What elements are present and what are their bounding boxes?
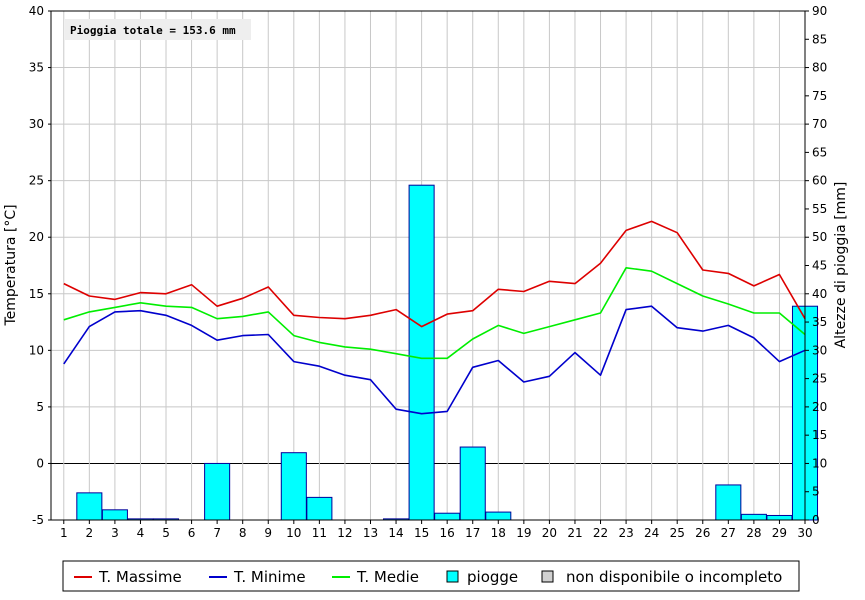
y-right-tick-label: 0 <box>812 513 820 527</box>
y-right-tick-label: 85 <box>812 32 827 46</box>
y-right-tick-label: 40 <box>812 287 827 301</box>
y-right-tick-label: 65 <box>812 145 827 159</box>
legend-swatch-not-available <box>541 570 554 583</box>
x-tick-label: 10 <box>286 526 301 540</box>
legend-item-mean: T. Medie <box>332 568 419 586</box>
legend-label-min: T. Minime <box>233 568 306 586</box>
y-right-axis-title: Altezze di pioggia [mm] <box>833 182 849 349</box>
x-tick-label: 6 <box>188 526 196 540</box>
y-right-tick-label: 10 <box>812 456 827 470</box>
rain-bar <box>715 484 742 521</box>
annotation-text: Pioggia totale = 153.6 mm <box>70 24 236 37</box>
y-right-tick-label: 30 <box>812 343 827 357</box>
x-tick-label: 4 <box>137 526 145 540</box>
x-tick-label: 7 <box>213 526 221 540</box>
x-tick-label: 17 <box>465 526 480 540</box>
x-tick-label: 18 <box>491 526 506 540</box>
x-tick-label: 8 <box>239 526 247 540</box>
legend: T. Massime T. Minime T. Medie piogge non… <box>62 560 800 592</box>
x-tick-label: 21 <box>567 526 582 540</box>
y-right-tick-label: 45 <box>812 259 827 273</box>
x-tick-label: 5 <box>162 526 170 540</box>
y-left-tick-label: 20 <box>29 230 44 244</box>
rain-bar <box>766 514 793 521</box>
rain-bar <box>459 446 486 521</box>
x-tick-label: 11 <box>312 526 327 540</box>
plot-frame <box>50 10 806 521</box>
grid <box>51 10 806 521</box>
x-tick-label: 25 <box>670 526 685 540</box>
legend-label-max: T. Massime <box>98 568 182 586</box>
y-left-tick-label: 5 <box>36 400 44 414</box>
x-tick-label: 19 <box>516 526 531 540</box>
rain-bar <box>485 511 512 521</box>
x-tick-label: 22 <box>593 526 608 540</box>
y-right-tick-label: 90 <box>812 4 827 18</box>
rain-bar <box>408 184 435 521</box>
y-left-tick-label: 25 <box>29 174 44 188</box>
y-left-tick-label: 10 <box>29 343 44 357</box>
x-tick-label: 1 <box>60 526 68 540</box>
temperature-lines <box>63 220 806 415</box>
legend-item-rain: piogge <box>446 568 518 586</box>
y-right-tick-label: 15 <box>812 428 827 442</box>
rain-bar <box>280 452 307 521</box>
rain-bar <box>76 492 103 521</box>
x-tick-label: 13 <box>363 526 378 540</box>
x-tick-label: 16 <box>440 526 455 540</box>
y-left-tick-label: 35 <box>29 61 44 75</box>
x-tick-label: 24 <box>644 526 659 540</box>
y-left-axis-title: Temperatura [°C] <box>3 204 19 326</box>
x-tick-label: 26 <box>695 526 710 540</box>
rain-bar <box>204 462 231 521</box>
y-left-tick-label: 30 <box>29 117 44 131</box>
legend-item-max: T. Massime <box>74 568 182 586</box>
legend-label-not-available: non disponibile o incompleto <box>566 568 782 586</box>
y-right-tick-label: 50 <box>812 230 827 244</box>
x-tick-label: 3 <box>111 526 119 540</box>
rain-bar <box>740 513 767 521</box>
min-temperature-line <box>63 305 806 415</box>
rain-bars <box>76 184 819 521</box>
x-tick-label: 30 <box>797 526 812 540</box>
legend-label-rain: piogge <box>467 568 518 586</box>
rain-bar <box>434 512 461 521</box>
y-right-tick-label: 75 <box>812 89 827 103</box>
legend-frame <box>62 560 800 592</box>
x-tick-label: 20 <box>542 526 557 540</box>
total-rain-annotation: Pioggia totale = 153.6 mm <box>65 19 251 40</box>
y-right-tick-label: 80 <box>812 61 827 75</box>
x-tick-label: 23 <box>618 526 633 540</box>
x-tick-label: 9 <box>264 526 272 540</box>
y-right-tick-label: 70 <box>812 117 827 131</box>
y-left-tick-label: -5 <box>32 513 44 527</box>
x-tick-label: 28 <box>746 526 761 540</box>
y-left-tick-label: 0 <box>36 456 44 470</box>
rain-bar <box>306 496 333 521</box>
legend-item-min: T. Minime <box>209 568 306 586</box>
y-right-tick-label: 20 <box>812 400 827 414</box>
x-tick-label: 14 <box>388 526 403 540</box>
y-right-tick-label: 55 <box>812 202 827 216</box>
legend-label-mean: T. Medie <box>356 568 419 586</box>
legend-swatch-rain <box>446 570 459 583</box>
legend-item-not-available: non disponibile o incompleto <box>541 568 782 586</box>
y-left-tick-label: 15 <box>29 287 44 301</box>
x-tick-label: 29 <box>772 526 787 540</box>
x-tick-label: 15 <box>414 526 429 540</box>
max-temperature-line <box>63 220 806 328</box>
mean-temperature-line <box>63 266 806 360</box>
y-right-tick-label: 35 <box>812 315 827 329</box>
y-right-tick-label: 5 <box>812 485 820 499</box>
y-right-tick-label: 25 <box>812 372 827 386</box>
y-right-tick-label: 60 <box>812 174 827 188</box>
rain-bar <box>101 509 128 521</box>
y-left-tick-label: 40 <box>29 4 44 18</box>
x-tick-label: 27 <box>721 526 736 540</box>
x-tick-label: 2 <box>86 526 94 540</box>
x-tick-label: 12 <box>337 526 352 540</box>
annotation-box <box>65 19 251 40</box>
